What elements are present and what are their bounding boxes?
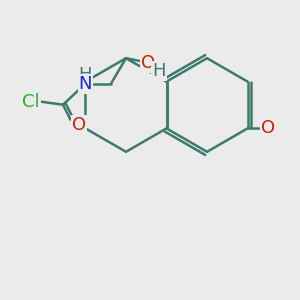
Text: H: H xyxy=(152,62,166,80)
Text: Cl: Cl xyxy=(22,93,40,111)
Text: N: N xyxy=(79,75,92,93)
Text: O: O xyxy=(261,119,275,137)
Text: O: O xyxy=(71,116,85,134)
Text: O: O xyxy=(141,54,155,72)
Text: H: H xyxy=(79,66,92,84)
